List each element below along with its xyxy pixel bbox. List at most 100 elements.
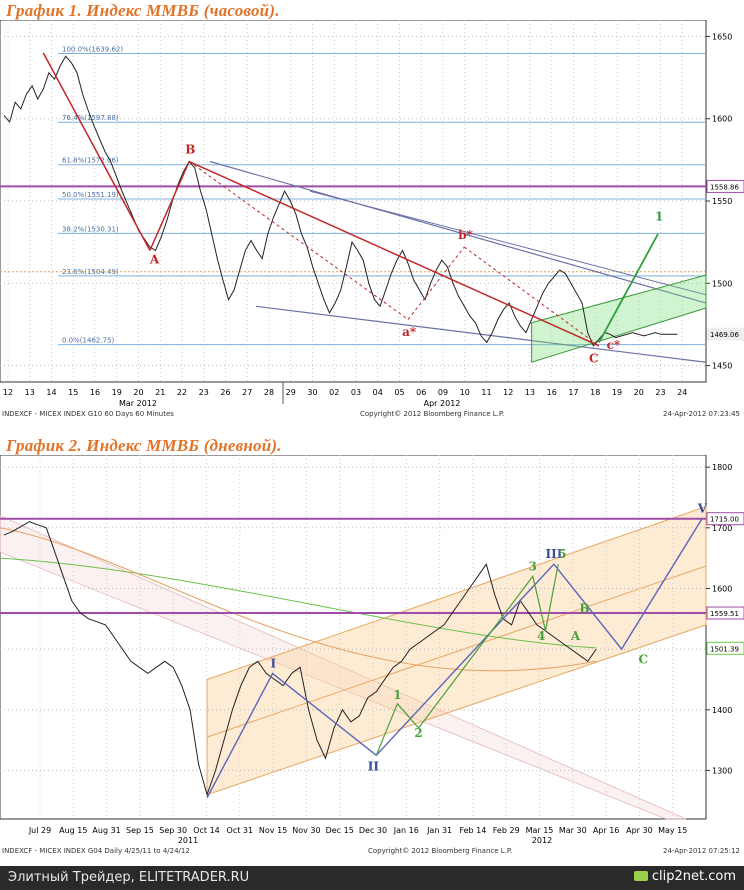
chart-1-title: График 1. Индекс ММВБ (часовой).: [6, 1, 280, 20]
year-label: 2011: [178, 836, 198, 845]
x-tick-label: 02: [329, 388, 339, 397]
x-tick-label: 27: [242, 388, 252, 397]
x-tick-label: Jan 31: [426, 826, 452, 835]
footer-left: INDEXCF - MICEX INDEX G04 Daily 4/25/11 …: [2, 847, 190, 855]
x-tick-label: Sep 30: [159, 826, 187, 835]
x-tick-label: 05: [394, 388, 404, 397]
x-tick-label: Aug 15: [59, 826, 87, 835]
month-label: Apr 2012: [424, 399, 461, 408]
y-tick-label: 1600: [712, 115, 732, 124]
x-tick-label: 12: [3, 388, 13, 397]
plot-area-2: [0, 455, 707, 820]
x-tick-label: Aug 31: [92, 826, 120, 835]
x-tick-label: 11: [481, 388, 491, 397]
x-tick-label: Feb 29: [493, 826, 520, 835]
x-tick-label: 18: [590, 388, 600, 397]
fib-level-label: 38.2%(1530.31): [62, 225, 119, 233]
green-channel: [531, 274, 707, 363]
footer-left: INDEXCF - MICEX INDEX G10 60 Days 60 Min…: [2, 410, 174, 418]
wave-label: II: [368, 759, 380, 773]
wave-label: III: [545, 547, 562, 561]
price-tag: [706, 179, 744, 193]
x-tick-label: Nov 15: [259, 826, 287, 835]
x-tick-label: May 15: [658, 826, 687, 835]
wave-label: A: [570, 629, 581, 643]
wave-line: [188, 160, 600, 347]
x-tick-label: 17: [568, 388, 578, 397]
wave-label: C: [639, 653, 649, 667]
y-tick-label: 1400: [712, 706, 732, 715]
price-series-hourly: [3, 55, 678, 347]
x-tick-label: 23: [655, 388, 665, 397]
wave-line: [149, 161, 190, 251]
x-tick-label: 12: [503, 388, 513, 397]
fib-level-label: 100.0%(1639.62): [62, 46, 123, 54]
wave-label: B: [579, 602, 589, 616]
wave-label: b*: [458, 228, 473, 242]
x-tick-label: 13: [25, 388, 35, 397]
x-tick-label: 15: [68, 388, 78, 397]
x-tick-label: Mar 15: [526, 826, 554, 835]
chart-2-title: График 2. Индекс ММВБ (дневной).: [6, 436, 282, 455]
y-tick-label: 1800: [712, 463, 732, 472]
hourly-chart: 12 13 14 15 16 19 20 21 22 23 26 27 28 29 30 02 03 04 05 06…: [0, 20, 744, 418]
moving-average-green: [0, 557, 597, 649]
wave-label: 5: [558, 547, 566, 561]
month-label: Mar 2012: [119, 399, 157, 408]
price-tag: [706, 327, 744, 341]
watermark-brand-label: clip2net.com: [651, 869, 736, 884]
x-tick-label: 09: [438, 388, 448, 397]
wave-label: 2: [414, 726, 422, 740]
moving-average-orange: [0, 527, 597, 672]
y-tick-label: 1550: [712, 197, 732, 206]
footer-right: 24-Apr-2012 07:25:12: [663, 847, 740, 855]
price-tag-label: 1558.86: [710, 183, 739, 191]
x-tick-label: 03: [351, 388, 361, 397]
footer-right: 24-Apr-2012 07:23:45: [663, 410, 740, 418]
x-tick-label: 20: [133, 388, 143, 397]
x-tick-label: Sep 15: [126, 826, 154, 835]
wave-path-blue: [206, 518, 703, 799]
x-tick-label: 28: [264, 388, 274, 397]
x-tick-label: 13: [525, 388, 535, 397]
fib-level-label: 76.4%(1597.88): [62, 114, 119, 122]
x-tick-label: 29: [286, 388, 296, 397]
x-tick-label: Feb 14: [459, 826, 486, 835]
price-tag-label: 1715.00: [710, 516, 739, 524]
y-tick-label: 1650: [712, 32, 732, 41]
x-tick-label: Nov 30: [292, 826, 320, 835]
price-tag-label: 1469.06: [710, 331, 739, 339]
x-tick-label: 22: [177, 388, 187, 397]
declining-channel: [0, 515, 687, 820]
y-tick-label: 1600: [712, 584, 732, 593]
wave-path-green: [375, 564, 559, 756]
price-tag: [706, 512, 744, 526]
fib-level-label: 0.0%(1462.75): [62, 337, 114, 345]
x-tick-label: 26: [220, 388, 230, 397]
x-tick-label: 19: [612, 388, 622, 397]
x-tick-label: 21: [155, 388, 165, 397]
x-tick-label: 20: [634, 388, 644, 397]
projection-line: [598, 233, 659, 343]
footer-center: Copyright© 2012 Bloomberg Finance L.P.: [360, 410, 504, 418]
channel-lower: [255, 305, 707, 363]
x-tick-label: Apr 16: [593, 826, 620, 835]
x-tick-label: 30: [307, 388, 317, 397]
wave-label: A: [149, 253, 160, 267]
y-tick-label: 1700: [712, 524, 732, 533]
price-tag-label: 1501.39: [710, 645, 739, 653]
x-tick-label: 16: [547, 388, 557, 397]
channel-upper: [209, 160, 707, 304]
wave-label: V: [697, 502, 708, 516]
x-tick-label: 16: [90, 388, 100, 397]
fib-level-label: 23.6%(1504.49): [62, 268, 119, 276]
wave-label: c*: [607, 338, 621, 352]
watermark-site: Элитный Трейдер, ELITETRADER.RU: [8, 870, 250, 885]
wave-line: [42, 52, 151, 251]
fib-level-label: 61.8%(1572.06): [62, 157, 119, 165]
watermark-brand[interactable]: clip2net.com: [633, 869, 736, 884]
x-tick-label: Oct 14: [193, 826, 220, 835]
price-tag: [706, 641, 744, 655]
price-series-daily: [3, 521, 597, 797]
x-tick-label: 24: [677, 388, 687, 397]
